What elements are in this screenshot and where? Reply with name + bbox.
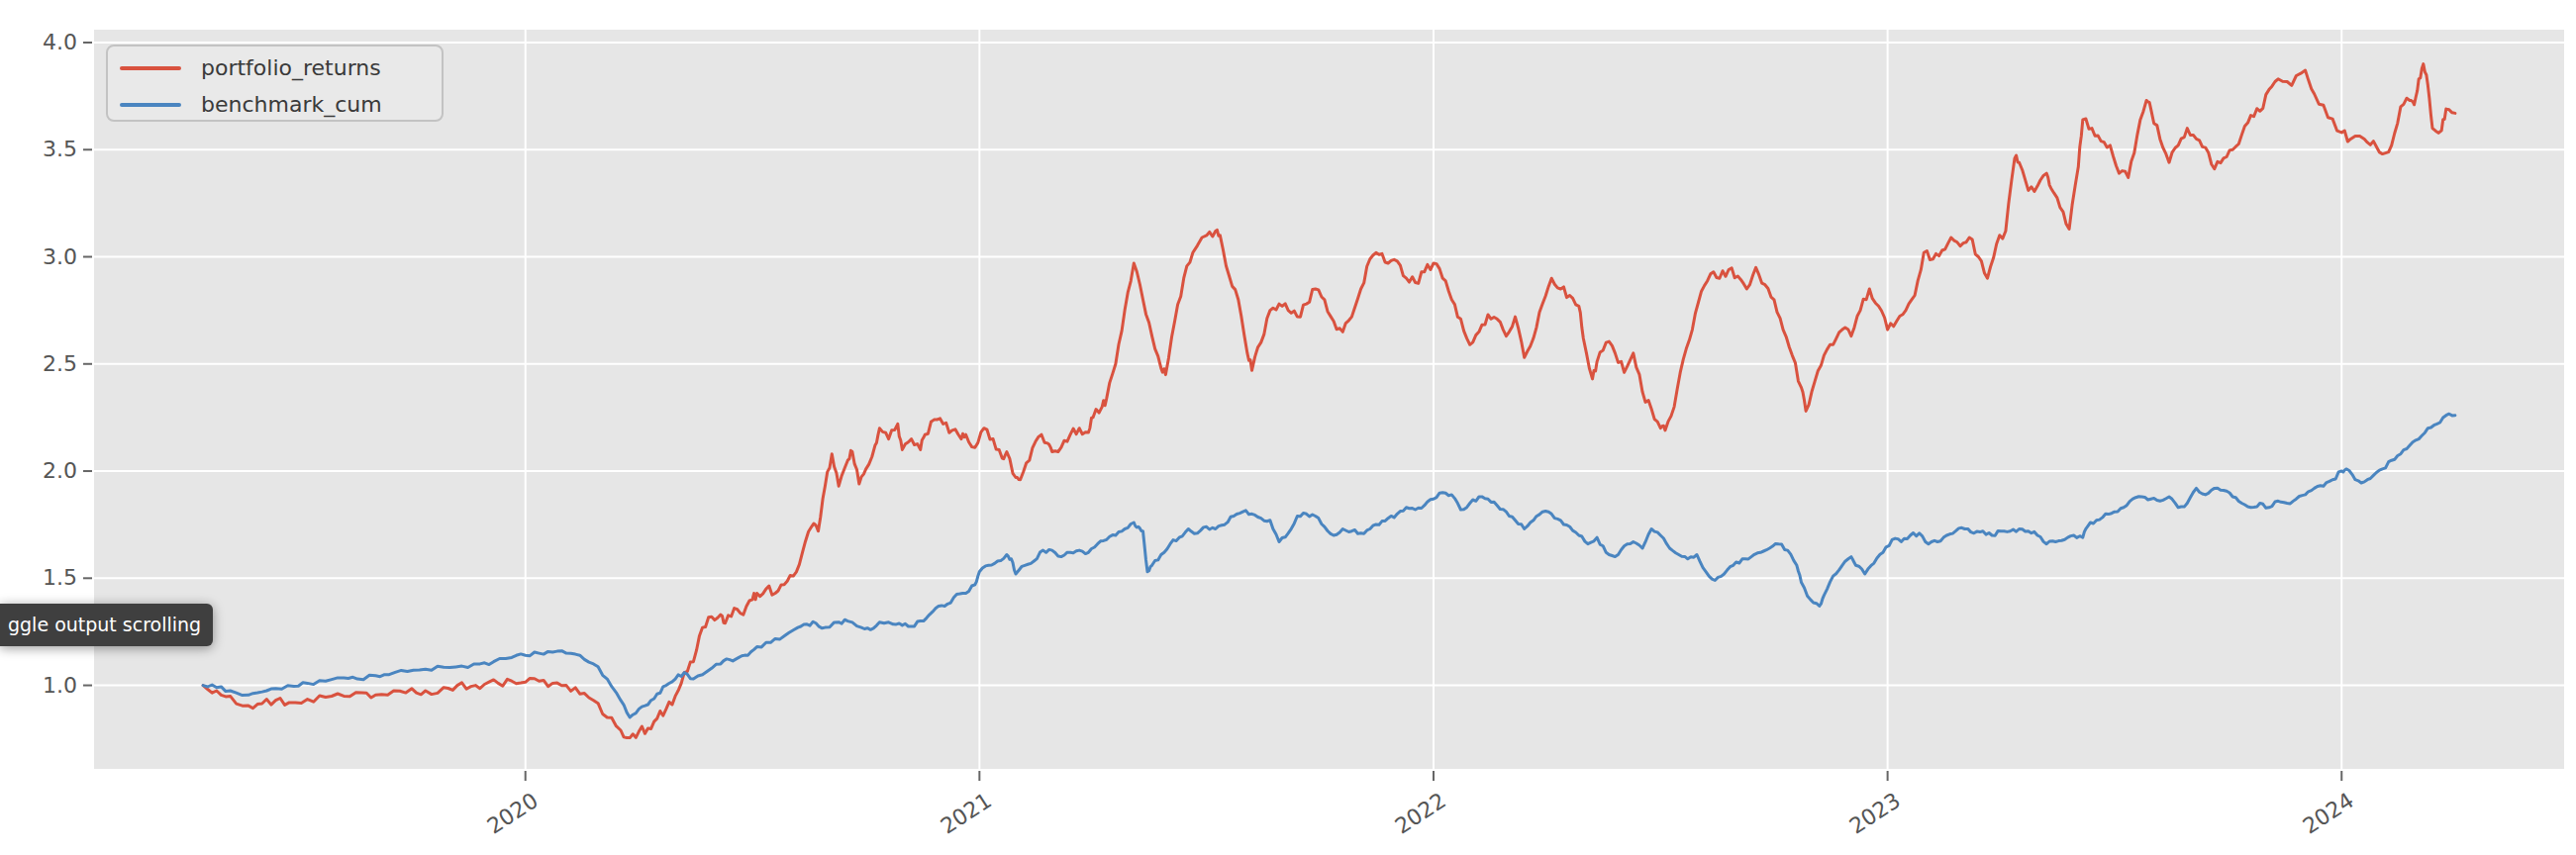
legend-label: benchmark_cum [201, 90, 382, 120]
legend-label: portfolio_returns [201, 53, 381, 83]
y-tick-label: 2.0 [0, 459, 77, 483]
series-line-benchmark_cum [203, 414, 2455, 717]
benchmark-cum-line-swatch [120, 103, 181, 107]
y-tick-label: 1.5 [0, 566, 77, 590]
notebook-output-figure: 1.01.52.02.53.03.54.02020202120222023202… [0, 0, 2576, 855]
chart-canvas [0, 0, 2576, 855]
toggle-output-scrolling-tooltip: ggle output scrolling [0, 604, 213, 646]
y-tick-label: 1.0 [0, 674, 77, 698]
legend-entry-benchmark-cum: benchmark_cum [118, 90, 382, 120]
y-tick-label: 4.0 [0, 31, 77, 54]
y-tick-label: 3.5 [0, 138, 77, 161]
portfolio-returns-line-swatch [120, 66, 181, 70]
legend-entry-portfolio-returns: portfolio_returns [118, 53, 381, 83]
y-tick-label: 2.5 [0, 352, 77, 376]
series-line-portfolio_returns [203, 64, 2455, 738]
y-tick-label: 3.0 [0, 245, 77, 269]
legend: portfolio_returns benchmark_cum [106, 45, 444, 122]
